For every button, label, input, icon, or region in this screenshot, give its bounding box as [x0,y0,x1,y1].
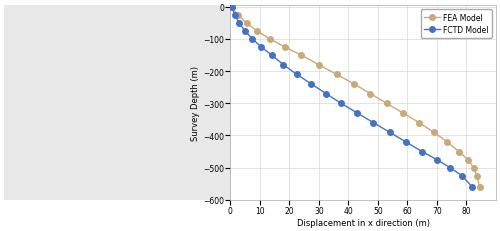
FCTD Model [323,93,329,96]
FEA Model [474,175,480,177]
FEA Model [234,14,240,17]
FEA Model [384,103,390,105]
Line: FEA Model: FEA Model [229,5,482,190]
FEA Model [244,22,250,25]
FCTD Model [434,158,440,161]
FEA Model [334,74,340,76]
FCTD Model [386,131,392,134]
FCTD Model [232,14,238,17]
FEA Model [254,30,260,33]
FCTD Model [280,64,286,67]
FEA Model [444,141,450,144]
FEA Model [267,38,273,41]
FEA Model [416,122,422,125]
FEA Model [470,167,476,169]
FEA Model [456,151,462,153]
FEA Model [400,112,406,115]
FCTD Model [469,186,475,188]
FCTD Model [403,141,409,144]
FCTD Model [338,103,344,105]
X-axis label: Displacement in x direction (m): Displacement in x direction (m) [296,218,430,227]
FEA Model [351,83,357,86]
Legend: FEA Model, FCTD Model: FEA Model, FCTD Model [420,10,492,39]
Y-axis label: Survey Depth (m): Survey Depth (m) [192,66,200,140]
FEA Model [368,93,374,96]
FCTD Model [294,74,300,76]
FCTD Model [308,83,314,86]
FCTD Model [242,30,248,33]
FEA Model [298,55,304,57]
FEA Model [465,158,471,161]
FCTD Model [447,167,453,169]
FEA Model [229,6,235,9]
FEA Model [316,64,322,67]
FCTD Model [354,112,360,115]
FCTD Model [419,151,425,153]
FCTD Model [250,38,256,41]
FCTD Model [258,46,264,49]
FEA Model [476,186,482,188]
FEA Model [282,46,288,49]
FCTD Model [236,22,242,25]
FCTD Model [268,55,274,57]
FCTD Model [370,122,376,125]
FCTD Model [459,175,465,177]
FEA Model [431,131,437,134]
Line: FCTD Model: FCTD Model [229,5,475,190]
FCTD Model [229,6,235,9]
